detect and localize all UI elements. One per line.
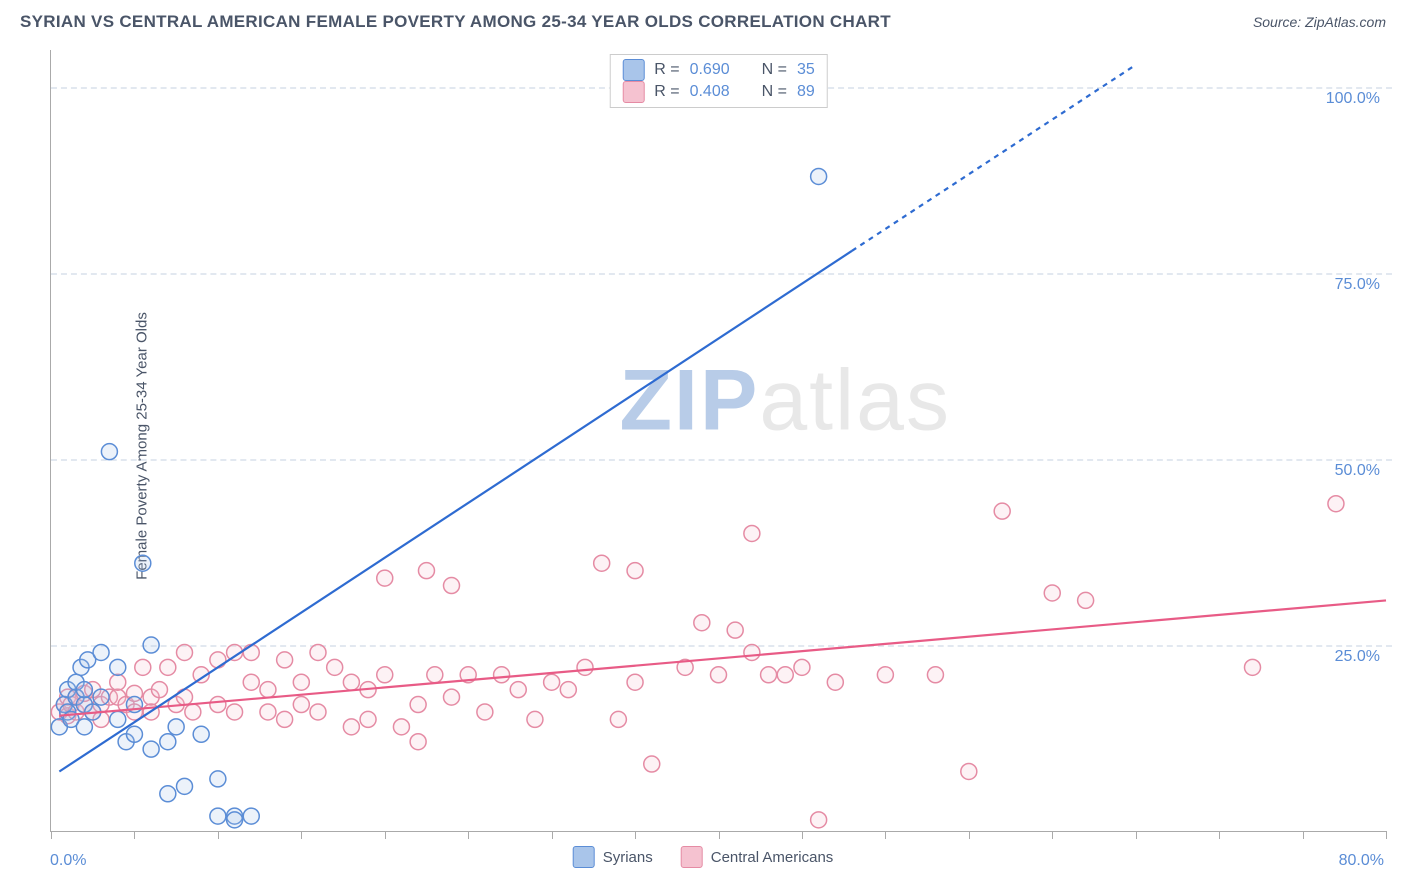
legend-item-syrians: Syrians <box>573 846 653 868</box>
x-axis-min-label: 0.0% <box>50 852 86 870</box>
bottom-legend: Syrians Central Americans <box>573 846 834 868</box>
legend-item-central: Central Americans <box>681 846 834 868</box>
chart-title: SYRIAN VS CENTRAL AMERICAN FEMALE POVERT… <box>20 12 891 32</box>
swatch-central <box>622 81 644 103</box>
x-axis-max-label: 80.0% <box>1339 852 1384 870</box>
plot-area: ZIPatlas R = 0.690 N = 35 R = 0.408 N = … <box>50 50 1386 832</box>
swatch-central-icon <box>681 846 703 868</box>
source-label: Source: ZipAtlas.com <box>1253 14 1386 30</box>
legend-row-syrians: R = 0.690 N = 35 <box>622 59 815 81</box>
stats-legend: R = 0.690 N = 35 R = 0.408 N = 89 <box>609 54 828 108</box>
legend-row-central: R = 0.408 N = 89 <box>622 81 815 103</box>
chart-svg <box>51 50 1386 831</box>
swatch-syrians-icon <box>573 846 595 868</box>
swatch-syrians <box>622 59 644 81</box>
